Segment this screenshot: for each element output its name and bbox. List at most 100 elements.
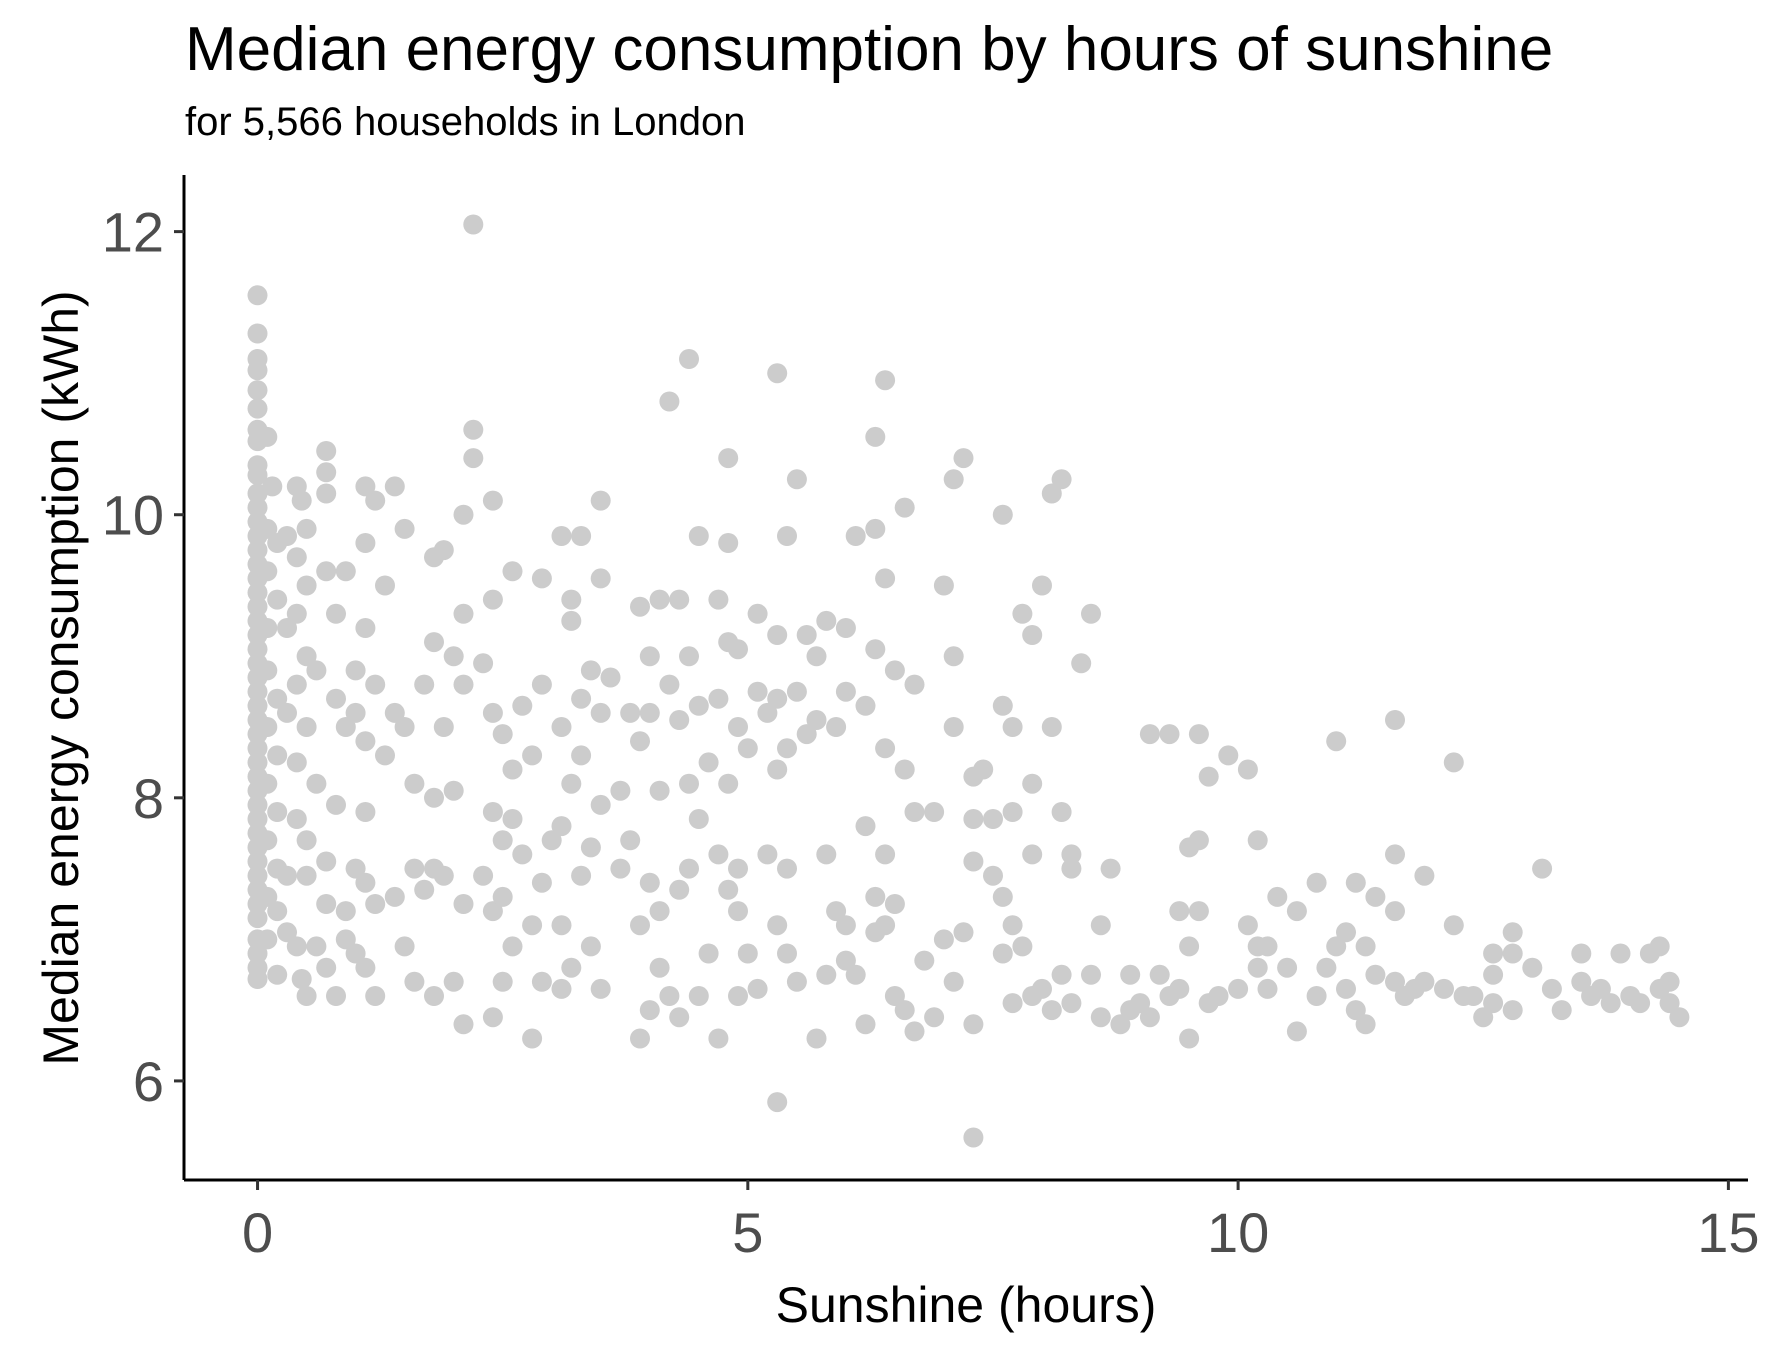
data-point [835, 950, 856, 971]
data-point [777, 858, 797, 879]
data-point [659, 391, 680, 412]
data-point [482, 802, 503, 822]
data-point [688, 526, 709, 546]
data-point [1385, 844, 1405, 865]
data-point [1414, 865, 1435, 886]
data-point [296, 717, 317, 737]
data-point [561, 957, 582, 978]
data-point [718, 448, 739, 469]
data-point [1247, 957, 1268, 978]
data-point [247, 639, 268, 660]
data-point [1483, 993, 1504, 1014]
data-point [1169, 901, 1190, 922]
data-point [1237, 759, 1258, 780]
data-point [433, 540, 454, 561]
data-point [1532, 858, 1553, 879]
data-point [1345, 1000, 1366, 1021]
data-point [639, 702, 660, 723]
data-point [718, 879, 739, 900]
data-point [551, 717, 572, 737]
data-point [1571, 943, 1592, 964]
data-point [1326, 936, 1347, 957]
data-point [875, 370, 896, 391]
data-point [963, 809, 984, 829]
data-point [894, 1000, 915, 1021]
data-point [1081, 603, 1101, 624]
data-point [414, 674, 435, 695]
data-point [630, 915, 650, 936]
data-point [1130, 993, 1151, 1014]
x-tick-label: 10 [1207, 1201, 1269, 1264]
data-point [512, 844, 533, 865]
data-point [757, 844, 778, 865]
data-point [247, 398, 268, 419]
data-point [247, 360, 268, 381]
data-point [247, 794, 268, 815]
data-point [992, 943, 1013, 964]
y-ticks: 6 8 10 12 [102, 201, 184, 1113]
data-point [247, 540, 268, 561]
data-point [1002, 802, 1023, 822]
data-point [492, 830, 513, 851]
data-point [894, 759, 915, 780]
data-point [1483, 943, 1504, 964]
data-point [277, 922, 297, 943]
data-point [551, 978, 572, 999]
data-point [855, 695, 876, 716]
data-point [1247, 830, 1268, 851]
data-point [394, 518, 415, 539]
data-point [247, 483, 268, 504]
data-point [679, 646, 699, 667]
data-point [551, 915, 572, 936]
data-point [786, 469, 807, 490]
data-point [865, 426, 886, 447]
data-point [247, 285, 268, 306]
data-point [1659, 993, 1680, 1014]
data-point [1090, 1007, 1111, 1028]
data-point [257, 929, 278, 950]
data-point [963, 1014, 984, 1035]
data-point [492, 886, 513, 907]
data-point [1277, 957, 1298, 978]
data-point [257, 426, 278, 447]
data-point [551, 816, 572, 837]
data-point [973, 759, 994, 780]
data-point [404, 773, 425, 794]
data-point [1188, 724, 1209, 745]
data-point [679, 349, 699, 369]
data-point [659, 986, 680, 1006]
data-point [443, 780, 464, 801]
data-point [384, 886, 405, 907]
data-point [355, 957, 376, 978]
data-point [845, 526, 866, 546]
data-point [865, 518, 886, 539]
data-point [502, 561, 523, 582]
data-point [291, 490, 312, 511]
data-point [326, 986, 346, 1006]
data-point [718, 533, 739, 553]
data-point [1571, 971, 1592, 992]
data-point [639, 646, 660, 667]
data-point [502, 809, 523, 829]
data-point [806, 646, 827, 667]
data-point [1336, 922, 1356, 943]
data-point [767, 688, 788, 709]
data-point [816, 844, 837, 865]
data-point [286, 547, 307, 568]
data-point [855, 1014, 876, 1035]
data-point [531, 971, 552, 992]
data-point [580, 936, 601, 957]
data-point [708, 1028, 729, 1049]
data-point [747, 681, 768, 702]
data-point [963, 851, 984, 872]
data-point [826, 901, 847, 922]
data-point [904, 674, 925, 695]
data-point [277, 618, 297, 638]
data-point [424, 632, 444, 653]
data-point [1316, 957, 1337, 978]
data-point [992, 886, 1013, 907]
data-point [492, 724, 513, 745]
data-point [433, 865, 454, 886]
data-point [630, 596, 650, 617]
data-point [1120, 964, 1141, 985]
